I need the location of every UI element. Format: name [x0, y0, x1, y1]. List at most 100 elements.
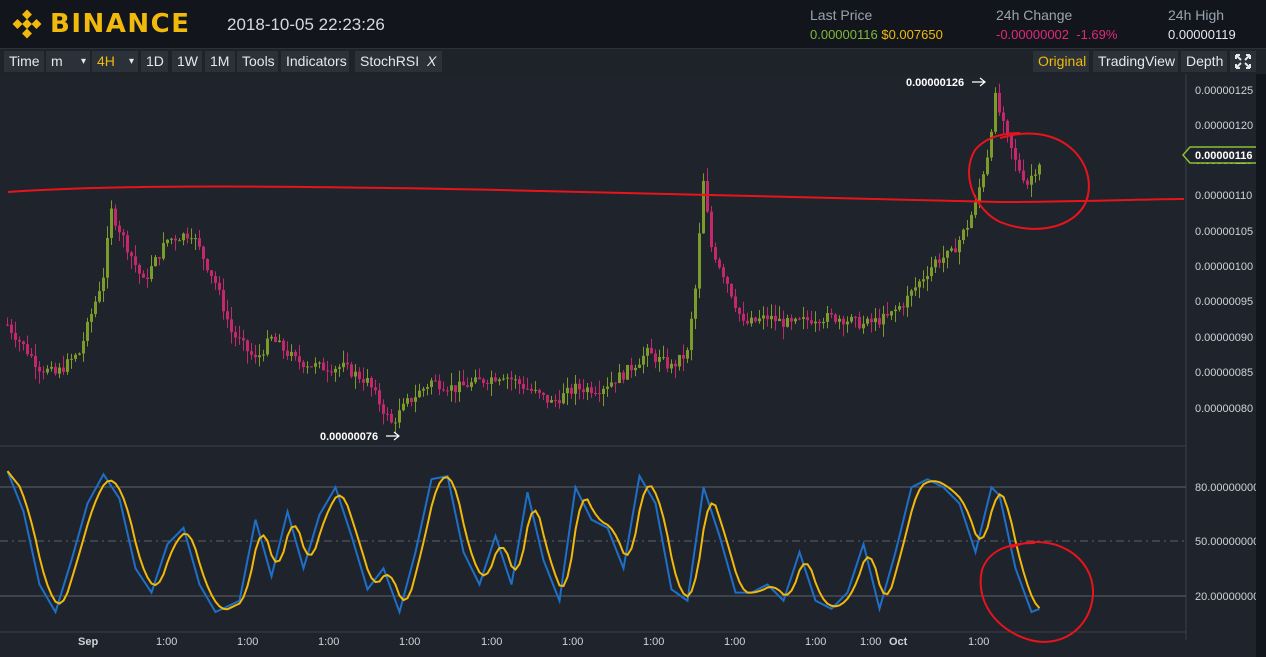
- price-tick: 0.00000110: [1195, 190, 1252, 202]
- server-datetime: 2018-10-05 22:23:26: [227, 15, 385, 34]
- original-view-button[interactable]: Original: [1033, 51, 1089, 72]
- candle-body: [506, 377, 509, 379]
- candle-body: [930, 267, 933, 277]
- indicators-button[interactable]: Indicators: [281, 51, 349, 72]
- candle-body: [830, 313, 833, 315]
- candle-body: [90, 314, 93, 322]
- candle-body: [26, 344, 29, 355]
- candle-body: [86, 321, 89, 341]
- candle-body: [186, 233, 189, 239]
- candle-body: [966, 227, 969, 230]
- time-tick: 1:00: [805, 636, 826, 648]
- price-tick: 0.00000100: [1195, 261, 1253, 273]
- high-stat: 24h High 0.00000119: [1168, 7, 1236, 42]
- candle-body: [526, 388, 529, 390]
- candle-body: [710, 211, 713, 248]
- candle-body: [230, 319, 233, 333]
- candle-body: [754, 317, 757, 322]
- stochrsi-indicator-tab[interactable]: StochRSI X: [355, 51, 442, 72]
- candle-body: [126, 235, 129, 253]
- candle-body: [662, 357, 665, 359]
- price-tick: 0.00000120: [1195, 120, 1253, 132]
- candle-body: [374, 387, 377, 391]
- candle-body: [718, 259, 721, 268]
- stoch-d-line: [6, 470, 1041, 611]
- candle-body: [238, 337, 241, 339]
- candle-body: [950, 248, 953, 251]
- candle-body: [1038, 164, 1041, 175]
- time-tick: 1:00: [318, 636, 339, 648]
- interval-1w-button[interactable]: 1W: [172, 51, 202, 72]
- candle-body: [438, 380, 441, 390]
- minutes-dropdown[interactable]: m ▾: [46, 51, 90, 72]
- chart-area[interactable]: 0.00000125 0.00000120 0.00000115 0.00000…: [0, 74, 1266, 657]
- candle-body: [466, 385, 469, 387]
- candle-body: [486, 382, 489, 384]
- candle-body: [566, 387, 569, 394]
- candle-body: [650, 347, 653, 354]
- candle-body: [878, 318, 881, 325]
- candle-body: [894, 309, 897, 312]
- candle-body: [262, 354, 265, 356]
- candle-body: [462, 381, 465, 386]
- stochrsi-series: [6, 470, 1041, 616]
- candle-body: [442, 389, 445, 391]
- candlestick-series: [6, 83, 1041, 435]
- candle-body: [310, 366, 313, 368]
- candle-body: [958, 240, 961, 253]
- candle-body: [518, 379, 521, 385]
- price-circle-annotation: [968, 132, 1090, 230]
- candle-body: [758, 318, 761, 322]
- last-price-label: Last Price: [810, 7, 873, 23]
- candle-body: [618, 372, 621, 384]
- chevron-down-icon: ▾: [80, 56, 86, 67]
- candle-body: [30, 354, 33, 356]
- candle-body: [406, 398, 409, 404]
- candle-body: [430, 380, 433, 387]
- tradingview-button[interactable]: TradingView: [1093, 51, 1178, 72]
- candle-body: [170, 238, 173, 240]
- resistance-line-annotation: [7, 185, 1185, 204]
- candle-body: [918, 281, 921, 288]
- price-tick: 0.00000085: [1195, 367, 1253, 379]
- candle-body: [294, 351, 297, 357]
- candle-body: [578, 383, 581, 390]
- candle-body: [358, 371, 361, 380]
- candle-body: [390, 413, 393, 423]
- interval-1d-button[interactable]: 1D: [141, 51, 168, 72]
- candle-body: [682, 354, 685, 359]
- candle-body: [874, 318, 877, 323]
- candle-body: [14, 332, 17, 341]
- last-price-btc: 0.00000116: [810, 27, 878, 42]
- time-tick: Oct: [889, 636, 908, 648]
- candle-body: [850, 316, 853, 322]
- interval-1m-button[interactable]: 1M: [205, 51, 235, 72]
- tools-button[interactable]: Tools: [237, 51, 278, 72]
- candle-body: [66, 359, 69, 372]
- price-chart[interactable]: 0.00000125 0.00000120 0.00000115 0.00000…: [0, 74, 1266, 657]
- candle-body: [382, 404, 385, 414]
- candle-body: [870, 318, 873, 323]
- price-tick: 0.00000095: [1195, 296, 1253, 308]
- candle-body: [70, 358, 73, 360]
- candle-body: [534, 389, 537, 391]
- binance-logo[interactable]: BINANCE: [12, 9, 190, 39]
- candle-body: [338, 367, 341, 369]
- interval-4h-dropdown[interactable]: 4H ▾: [92, 51, 138, 72]
- candle-body: [222, 289, 225, 312]
- close-icon[interactable]: X: [427, 53, 437, 69]
- expand-icon[interactable]: [1230, 51, 1256, 72]
- candle-body: [722, 267, 725, 278]
- candle-body: [418, 390, 421, 398]
- candle-body: [46, 368, 49, 373]
- candle-body: [886, 313, 889, 316]
- minutes-label: m: [51, 53, 63, 69]
- candle-body: [762, 315, 765, 319]
- candle-body: [322, 362, 325, 371]
- candle-body: [78, 353, 81, 355]
- candle-body: [198, 238, 201, 247]
- depth-button[interactable]: Depth: [1181, 51, 1227, 72]
- candle-body: [474, 377, 477, 383]
- candle-body: [726, 277, 729, 284]
- time-button[interactable]: Time: [4, 51, 44, 72]
